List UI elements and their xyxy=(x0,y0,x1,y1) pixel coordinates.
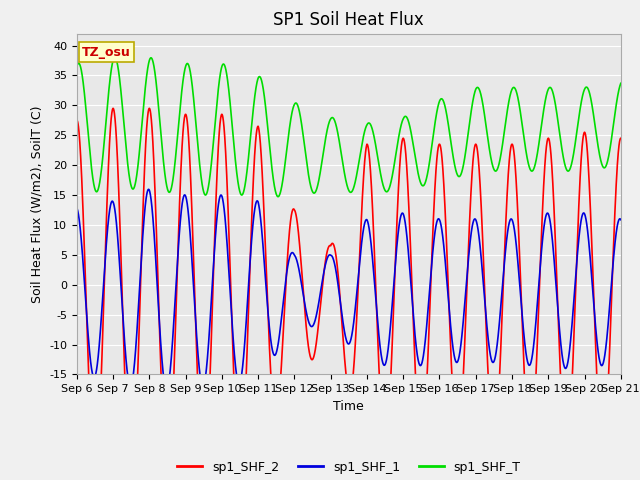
sp1_SHF_2 xyxy=(486,407,493,412)
Title: SP1 Soil Heat Flux: SP1 Soil Heat Flux xyxy=(273,11,424,29)
Y-axis label: Soil Heat Flux (W/m2), SoilT (C): Soil Heat Flux (W/m2), SoilT (C) xyxy=(31,105,44,303)
sp1_SHF_2 xyxy=(109,106,117,111)
sp1_SHF_1 xyxy=(486,349,493,355)
sp1_SHF_T xyxy=(471,90,479,96)
sp1_SHF_1 xyxy=(594,348,602,354)
sp1_SHF_2 xyxy=(127,476,135,480)
sp1_SHF_2 xyxy=(258,163,266,168)
Text: TZ_osu: TZ_osu xyxy=(82,46,131,59)
Line: sp1_SHF_2: sp1_SHF_2 xyxy=(77,108,621,479)
Line: sp1_SHF_T: sp1_SHF_T xyxy=(77,58,621,197)
sp1_SHF_1 xyxy=(588,269,595,275)
sp1_SHF_T xyxy=(594,143,602,149)
Legend: sp1_SHF_2, sp1_SHF_1, sp1_SHF_T: sp1_SHF_2, sp1_SHF_1, sp1_SHF_T xyxy=(172,456,525,479)
sp1_SHF_1 xyxy=(331,260,339,266)
sp1_SHF_1 xyxy=(163,386,170,392)
sp1_SHF_1 xyxy=(617,217,625,223)
Line: sp1_SHF_1: sp1_SHF_1 xyxy=(77,189,621,389)
sp1_SHF_2 xyxy=(617,135,625,141)
sp1_SHF_1 xyxy=(471,216,479,222)
sp1_SHF_1 xyxy=(145,186,152,192)
X-axis label: Time: Time xyxy=(333,400,364,413)
sp1_SHF_2 xyxy=(588,229,595,235)
sp1_SHF_T xyxy=(331,117,339,123)
sp1_SHF_2 xyxy=(594,402,602,408)
sp1_SHF_T xyxy=(617,81,625,86)
sp1_SHF_1 xyxy=(73,205,81,211)
sp1_SHF_T xyxy=(258,78,266,84)
sp1_SHF_1 xyxy=(258,228,266,234)
sp1_SHF_T xyxy=(486,150,493,156)
sp1_SHF_T xyxy=(73,63,81,69)
sp1_SHF_2 xyxy=(73,118,81,123)
sp1_SHF_T xyxy=(588,98,595,104)
sp1_SHF_T xyxy=(274,194,282,200)
sp1_SHF_2 xyxy=(471,144,479,150)
sp1_SHF_2 xyxy=(331,244,339,250)
sp1_SHF_T xyxy=(111,55,118,60)
